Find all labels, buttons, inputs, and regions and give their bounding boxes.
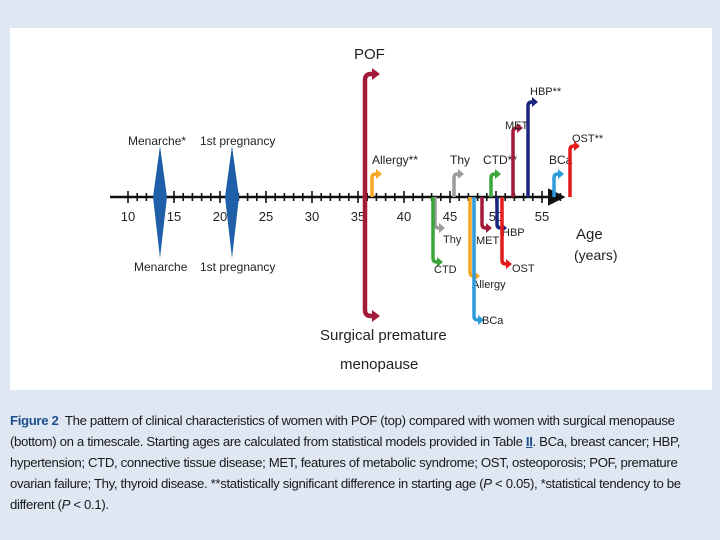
pregnancy-diamond-top — [225, 146, 239, 197]
ost-bottom-arrow — [500, 197, 508, 266]
caption-p-var-2: P — [61, 497, 71, 512]
tick-label: 45 — [443, 209, 457, 224]
label-ctd-top: CTD** — [483, 153, 517, 167]
thy-bottom-arrow — [433, 197, 441, 230]
pregnancy-diamond-bottom — [225, 197, 239, 258]
ost-top-arrowhead — [574, 141, 580, 151]
label-allergy-bottom: Allergy — [472, 279, 506, 291]
tick-label: 20 — [213, 209, 227, 224]
caption-p-var-1: P — [483, 476, 492, 491]
thy-bottom-arrowhead — [439, 223, 445, 233]
tick-label: 25 — [259, 209, 273, 224]
ost-top-arrow — [568, 144, 576, 197]
tick-label: 30 — [305, 209, 319, 224]
met-bottom-arrowhead — [486, 223, 492, 233]
surgical-arrowhead — [372, 310, 380, 322]
bca-bottom-arrow — [472, 197, 480, 322]
label-allergy-top: Allergy** — [372, 153, 418, 167]
label-pregnancy-top: 1st pregnancy — [200, 134, 275, 148]
label-bca-bottom: BCa — [482, 315, 504, 327]
label-bca-top: BCa — [549, 153, 573, 167]
axis-label-years: (years) — [574, 247, 618, 263]
label-hbp-top: HBP** — [530, 86, 562, 98]
caption-figure-label: Figure 2 — [10, 413, 59, 428]
allergy-top-arrowhead — [376, 169, 382, 179]
tick-label: 15 — [167, 209, 181, 224]
label-surgical-1: Surgical premature — [320, 327, 447, 344]
figure-caption: Figure 2 The pattern of clinical charact… — [10, 410, 712, 515]
ctd-top-arrowhead — [495, 169, 501, 179]
label-surgical-2: menopause — [340, 356, 418, 373]
met-top-arrowhead — [517, 123, 523, 133]
bca-top-arrow — [552, 172, 560, 197]
hbp-top-arrow — [526, 100, 534, 197]
label-hbp-bottom: HBP — [502, 227, 525, 239]
caption-text-2: . BCa, breast cancer; HBP, hypertension;… — [10, 434, 681, 491]
allergy-top-arrow — [370, 172, 378, 197]
tick-label: 40 — [397, 209, 411, 224]
label-pof: POF — [354, 46, 385, 63]
axis-label-age: Age — [576, 226, 603, 243]
tick-label: 55 — [535, 209, 549, 224]
label-met-bottom: MET — [476, 235, 500, 247]
label-ost-top: OST** — [572, 133, 604, 145]
label-menarche-bottom: Menarche — [134, 260, 188, 274]
caption-table-link[interactable]: II — [525, 434, 533, 449]
label-thy-top: Thy — [450, 153, 470, 167]
caption-text-1: The pattern of clinical characteristics … — [10, 413, 675, 449]
menarche-diamond-top — [153, 146, 167, 197]
bca-bottom-arrowhead — [478, 315, 484, 325]
caption-p-rest-1: < 0.05), *statistical tendency to be dif… — [10, 476, 681, 512]
tick-label: 10 — [121, 209, 135, 224]
label-ost-bottom: OST — [512, 263, 535, 275]
ctd-bottom-arrowhead — [437, 257, 443, 267]
figure-panel: 10 15 20 25 30 35 40 45 50 55 Age (years) Menarch… — [10, 28, 712, 390]
thy-top-arrowhead — [458, 169, 464, 179]
tick-labels: 10 15 20 25 30 35 40 45 50 55 — [121, 209, 549, 224]
ost-bottom-arrowhead — [506, 259, 512, 269]
label-pregnancy-bottom: 1st pregnancy — [200, 260, 275, 274]
pof-arrow — [362, 71, 374, 197]
met-top-arrow — [511, 126, 519, 197]
menarche-diamond-bottom — [153, 197, 167, 258]
thy-top-arrow — [452, 172, 460, 197]
label-menarche-top: Menarche* — [128, 134, 186, 148]
bca-top-arrowhead — [558, 169, 564, 179]
surgical-arrow — [362, 197, 374, 319]
met-bottom-arrow — [480, 197, 488, 230]
timeline-diagram: 10 15 20 25 30 35 40 45 50 55 Age (years) Menarch… — [110, 46, 618, 373]
tick-label: 35 — [351, 209, 365, 224]
pof-arrowhead — [372, 68, 380, 80]
caption-p-rest-2: < 0.1). — [70, 497, 109, 512]
label-ctd-bottom: CTD — [434, 264, 457, 276]
ctd-top-arrow — [489, 172, 497, 197]
hbp-top-arrowhead — [532, 97, 538, 107]
label-met-top: MET — [505, 120, 529, 132]
label-thy-bottom: Thy — [443, 234, 462, 246]
ctd-bottom-arrow — [431, 197, 439, 264]
